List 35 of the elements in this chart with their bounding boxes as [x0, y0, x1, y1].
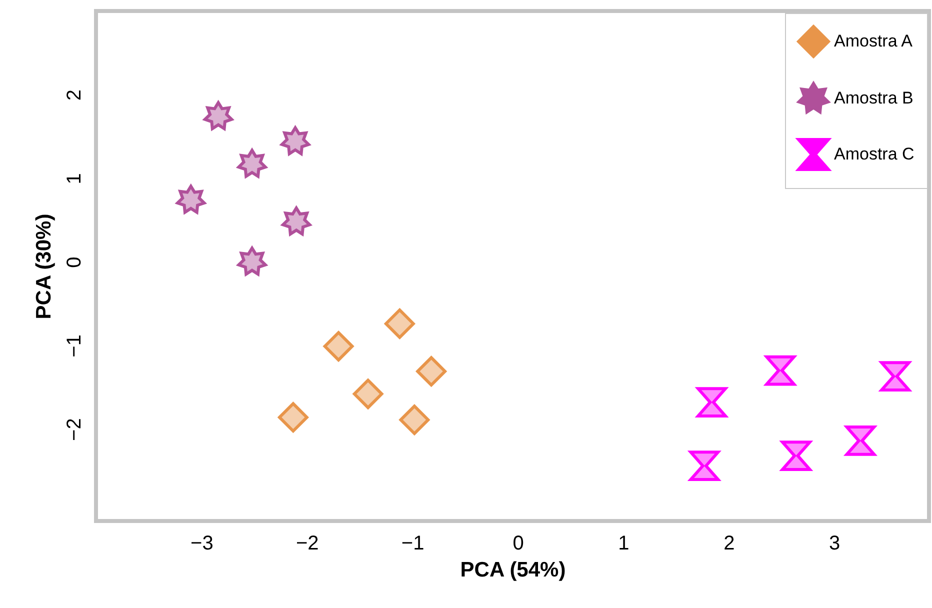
x-tick-label: −1 — [401, 532, 424, 554]
x-tick-label: 3 — [829, 532, 840, 554]
point — [176, 184, 206, 214]
legend-label: Amostra C — [834, 144, 914, 164]
point — [352, 378, 384, 410]
point — [780, 440, 812, 471]
x-tick-label: 1 — [618, 532, 630, 554]
x-tick-label: −2 — [296, 532, 319, 554]
point — [696, 387, 727, 418]
x-tick-label: 0 — [512, 532, 524, 554]
legend-label: Amostra B — [834, 88, 914, 108]
y-tick-label: −2 — [64, 418, 86, 441]
y-tick-label: 1 — [64, 173, 86, 184]
point — [384, 308, 415, 339]
y-tick-label: 2 — [64, 90, 86, 101]
point — [281, 206, 312, 236]
point — [203, 101, 234, 130]
point — [278, 402, 308, 433]
point — [689, 450, 720, 482]
x-axis-title: PCA (54%) — [460, 558, 566, 582]
point — [880, 361, 910, 392]
y-tick-label: 0 — [64, 256, 86, 268]
y-tick-label: −1 — [64, 334, 86, 358]
x-tick-label: 2 — [724, 532, 735, 554]
y-axis-title: PCA (30%) — [32, 214, 56, 320]
point — [237, 148, 267, 178]
point — [765, 355, 796, 386]
point — [845, 426, 876, 456]
point — [416, 356, 446, 387]
x-tick-label: −3 — [190, 532, 214, 554]
point — [280, 126, 310, 156]
point — [237, 246, 267, 276]
point — [399, 404, 430, 436]
point — [323, 331, 354, 362]
legend-label: Amostra A — [834, 32, 914, 50]
